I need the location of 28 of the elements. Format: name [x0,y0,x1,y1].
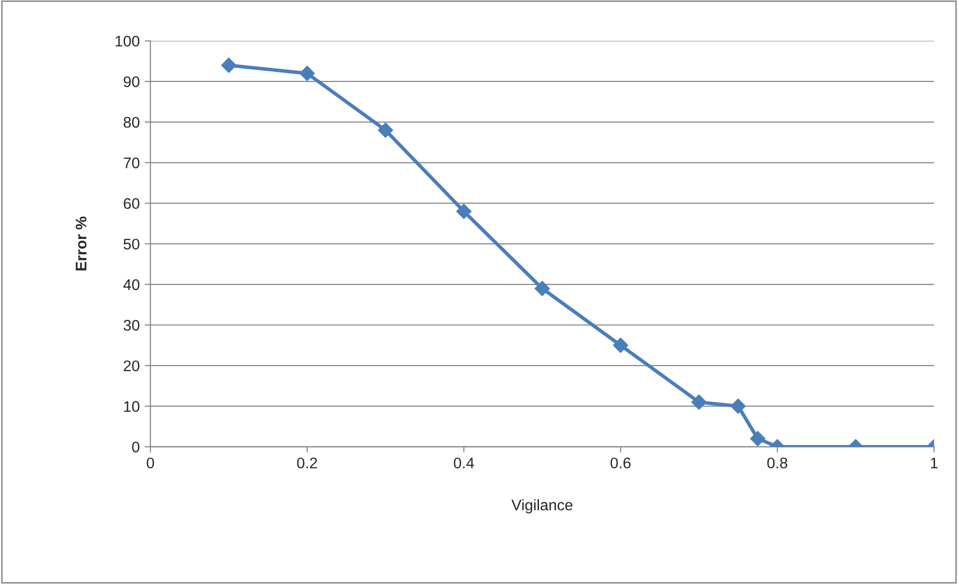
point [691,394,707,410]
point [221,58,236,73]
point [534,280,550,296]
x-tick-label: 0 [146,458,154,468]
y-tick-label: 10 [124,401,140,412]
x-tick-label: 0.4 [454,458,474,468]
point [613,338,628,353]
x-tick-label: 1 [930,458,938,468]
y-tick-label: 0 [132,442,140,452]
y-tick-label: 30 [124,320,140,331]
y-tick-label: 40 [123,279,140,290]
y-tick-label: 20 [124,360,140,372]
x-tick-label: 0.8 [767,458,788,468]
x-tick-label: 0.2 [297,458,317,468]
y-tick-label: 50 [124,238,140,250]
point [300,66,315,81]
point [730,398,746,414]
y-tick-label: 80 [124,116,140,128]
y-axis-title: Error % [76,216,86,270]
y-tick-label: 90 [124,76,140,88]
point [750,431,766,446]
point [378,122,394,138]
x-tick-label: 0.6 [610,458,631,468]
y-tick-label: 70 [124,158,140,168]
x-axis-title: Vigilance [511,499,572,514]
y-tick-label: 60 [124,198,140,209]
point [456,204,472,219]
y-tick-label: 100 [116,36,140,47]
